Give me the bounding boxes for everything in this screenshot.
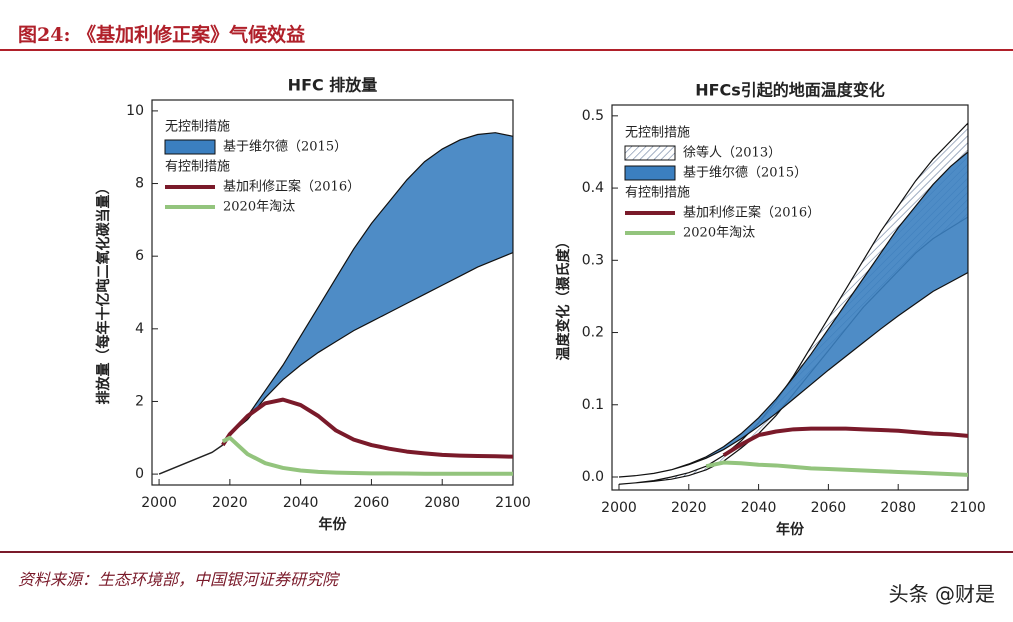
x-tick-label: 2100: [495, 495, 531, 511]
legend-label: 基于维尔德（2015）: [223, 140, 347, 155]
legend-label: 徐等人（2013）: [683, 145, 781, 161]
legend-heading: 无控制措施: [625, 126, 690, 141]
x-tick-label: 2060: [354, 495, 390, 511]
watermark: 头条 @财是: [888, 582, 995, 606]
legend-label: 2020年淘汰: [683, 226, 755, 241]
x-tick-label: 2080: [880, 500, 916, 516]
chart-title: HFCs引起的地面温度变化: [695, 81, 885, 100]
y-tick-label: 2: [135, 393, 144, 409]
y-tick-label: 0.0: [582, 469, 604, 485]
y-tick-label: 0: [135, 466, 144, 482]
line: [221, 435, 513, 476]
x-tick-label: 2100: [950, 500, 986, 516]
x-tick-label: 2020: [212, 495, 248, 511]
y-axis-label: 温度变化（摄氏度）: [555, 235, 572, 361]
x-axis-label: 年份: [319, 516, 348, 533]
y-tick-label: 4: [135, 321, 144, 337]
legend-heading: 无控制措施: [165, 120, 230, 135]
x-tick-label: 2000: [601, 500, 637, 516]
x-tick-label: 2080: [424, 495, 460, 511]
x-tick-label: 2040: [283, 495, 319, 511]
legend-label: 基加利修正案（2016）: [683, 206, 820, 221]
figure-title: 图24: 《基加利修正案》气候效益: [18, 24, 306, 46]
plot-frame: [611, 104, 969, 491]
y-axis-label: 排放量（每年十亿吨二氧化碳当量）: [95, 181, 112, 405]
legend-swatch: [624, 145, 676, 161]
y-tick-label: 6: [135, 248, 144, 264]
x-tick-label: 2000: [141, 495, 177, 511]
legend-swatch: [624, 165, 676, 181]
y-tick-label: 0.3: [582, 252, 604, 268]
y-tick-label: 10: [126, 103, 144, 119]
legend-heading: 有控制措施: [165, 160, 230, 175]
y-tick-label: 8: [135, 176, 144, 192]
y-tick-label: 0.2: [582, 325, 604, 341]
x-tick-label: 2060: [811, 500, 847, 516]
legend-label: 基加利修正案（2016）: [223, 180, 360, 195]
y-tick-label: 0.5: [582, 108, 604, 124]
source: 资料来源：生态环境部，中国银河证券研究院: [18, 570, 339, 589]
line: [221, 397, 513, 459]
x-tick-label: 2040: [741, 500, 777, 516]
x-axis-label: 年份: [776, 521, 805, 538]
band: [618, 122, 968, 485]
legend-heading: 有控制措施: [625, 186, 690, 201]
x-tick-label: 2020: [671, 500, 707, 516]
legend-label: 基于维尔德（2015）: [683, 166, 807, 181]
plot-frame: [151, 99, 514, 486]
band: [618, 151, 968, 478]
line: [158, 444, 224, 475]
band: [229, 132, 513, 435]
chart-title: HFC 排放量: [288, 76, 378, 95]
legend-label: 2020年淘汰: [223, 200, 295, 215]
line: [705, 460, 968, 477]
y-tick-label: 0.4: [582, 180, 604, 196]
legend-swatch: [164, 139, 216, 155]
line: [722, 426, 968, 458]
y-tick-label: 0.1: [582, 397, 604, 413]
